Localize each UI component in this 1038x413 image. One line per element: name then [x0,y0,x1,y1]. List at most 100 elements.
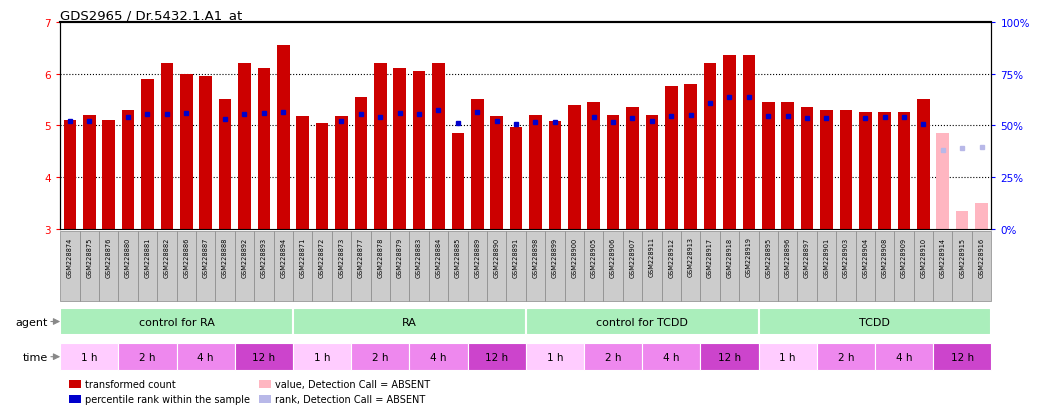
FancyBboxPatch shape [895,231,913,301]
FancyBboxPatch shape [953,231,972,301]
Text: GSM228898: GSM228898 [532,237,539,277]
Bar [471,100,484,229]
Bar [277,46,290,229]
Bar [141,79,154,229]
Bar [452,134,464,229]
Text: GSM228888: GSM228888 [222,237,228,277]
Text: GSM228916: GSM228916 [979,237,985,277]
Text: control for TCDD: control for TCDD [596,317,688,327]
Bar [219,100,231,229]
FancyBboxPatch shape [603,231,623,301]
Bar [626,108,638,229]
FancyBboxPatch shape [875,344,933,370]
FancyBboxPatch shape [332,231,351,301]
Bar [393,69,406,229]
FancyBboxPatch shape [429,231,448,301]
Text: GSM228911: GSM228911 [649,237,655,277]
Text: 2 h: 2 h [372,352,388,362]
Text: GSM228890: GSM228890 [494,237,499,277]
Text: 4 h: 4 h [197,352,214,362]
Bar [548,122,562,229]
FancyBboxPatch shape [643,344,701,370]
Text: GSM228891: GSM228891 [513,237,519,277]
FancyBboxPatch shape [933,344,991,370]
Text: 1 h: 1 h [313,352,330,362]
Text: 12 h: 12 h [252,352,275,362]
Bar [858,113,872,229]
Bar [432,64,444,229]
Bar [820,110,832,229]
Bar [121,110,134,229]
Text: 4 h: 4 h [663,352,680,362]
FancyBboxPatch shape [817,231,836,301]
FancyBboxPatch shape [293,309,525,335]
Text: GSM228907: GSM228907 [629,237,635,277]
Bar [413,72,426,229]
Bar [238,64,251,229]
Text: GSM228910: GSM228910 [921,237,926,277]
FancyBboxPatch shape [235,231,254,301]
Text: GSM228908: GSM228908 [881,237,887,277]
FancyBboxPatch shape [739,231,759,301]
Legend: transformed count, percentile rank within the sample, value, Detection Call = AB: transformed count, percentile rank withi… [65,375,434,408]
FancyBboxPatch shape [797,231,817,301]
FancyBboxPatch shape [623,231,643,301]
Bar [878,113,891,229]
Text: 4 h: 4 h [430,352,446,362]
FancyBboxPatch shape [584,231,603,301]
Text: GSM228903: GSM228903 [843,237,849,277]
FancyBboxPatch shape [390,231,409,301]
Bar [898,113,910,229]
Text: 2 h: 2 h [139,352,156,362]
FancyBboxPatch shape [351,344,409,370]
Text: GSM228904: GSM228904 [863,237,868,277]
Text: GSM228882: GSM228882 [164,237,170,277]
FancyBboxPatch shape [312,231,332,301]
FancyBboxPatch shape [661,231,681,301]
Bar [297,116,309,229]
Text: GSM228901: GSM228901 [823,237,829,277]
FancyBboxPatch shape [817,344,875,370]
Text: 1 h: 1 h [547,352,563,362]
Bar [723,56,736,229]
FancyBboxPatch shape [293,231,312,301]
FancyBboxPatch shape [933,231,953,301]
Text: GSM228885: GSM228885 [455,237,461,277]
Bar [355,97,367,229]
Bar [103,121,115,229]
Bar [782,103,794,229]
FancyBboxPatch shape [719,231,739,301]
FancyBboxPatch shape [274,231,293,301]
Text: 2 h: 2 h [838,352,854,362]
FancyBboxPatch shape [467,344,525,370]
Text: agent: agent [16,317,48,327]
Text: RA: RA [402,317,417,327]
Text: GSM228914: GSM228914 [939,237,946,277]
Text: GSM228913: GSM228913 [687,237,693,277]
Text: GSM228895: GSM228895 [765,237,771,277]
Text: GSM228918: GSM228918 [727,237,733,277]
Bar [316,123,328,229]
FancyBboxPatch shape [216,231,235,301]
Bar [199,77,212,229]
Bar [800,108,814,229]
Bar [665,87,678,229]
Text: GSM228876: GSM228876 [106,237,112,277]
FancyBboxPatch shape [759,231,777,301]
Text: 12 h: 12 h [485,352,509,362]
Bar [646,116,658,229]
FancyBboxPatch shape [99,231,118,301]
Bar [742,56,755,229]
Bar [840,110,852,229]
FancyBboxPatch shape [855,231,875,301]
FancyBboxPatch shape [681,231,701,301]
Text: GSM228919: GSM228919 [746,237,752,277]
Text: time: time [23,352,48,362]
Text: 2 h: 2 h [605,352,622,362]
FancyBboxPatch shape [118,231,138,301]
Bar [510,128,522,229]
FancyBboxPatch shape [701,344,759,370]
Bar [588,103,600,229]
Bar [490,116,503,229]
FancyBboxPatch shape [371,231,390,301]
